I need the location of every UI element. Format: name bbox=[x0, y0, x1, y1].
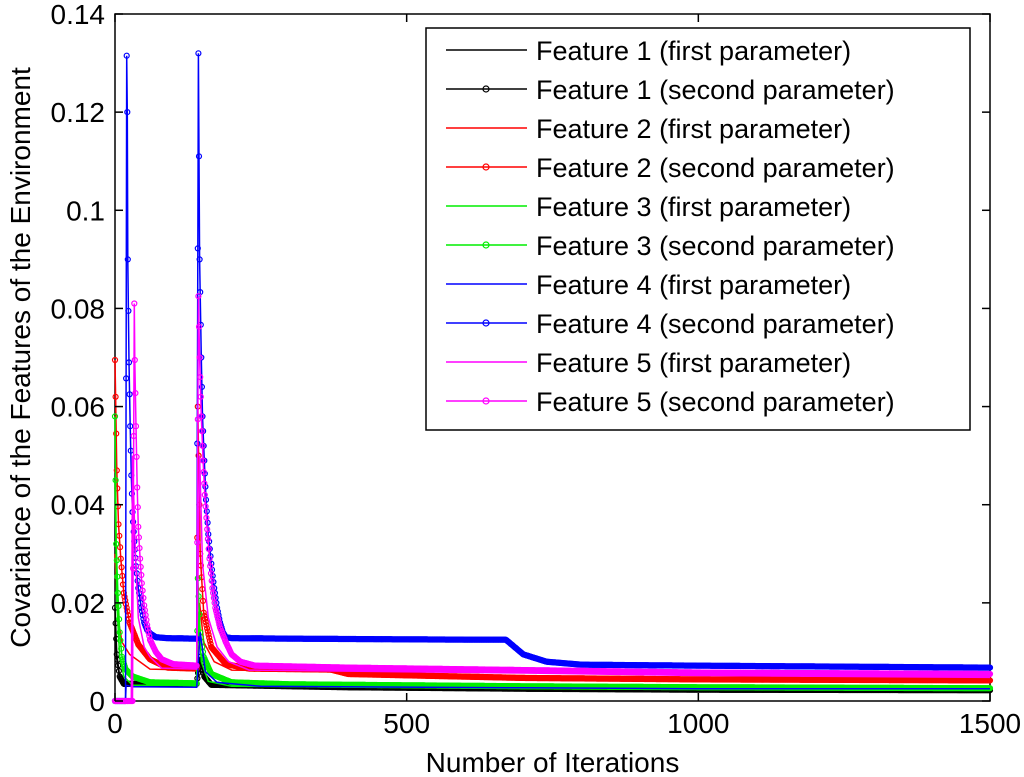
series-point bbox=[195, 153, 203, 160]
series-point bbox=[114, 573, 121, 580]
series-point bbox=[205, 631, 212, 638]
series-point bbox=[122, 375, 130, 382]
series-point bbox=[125, 307, 132, 314]
series-point bbox=[203, 622, 210, 629]
series-point bbox=[202, 483, 209, 490]
series-point bbox=[124, 608, 131, 615]
series-point bbox=[204, 628, 211, 635]
series-point bbox=[113, 557, 120, 564]
series-layer bbox=[111, 50, 994, 705]
series-point bbox=[117, 637, 124, 644]
series-point bbox=[123, 52, 130, 59]
series-point bbox=[986, 677, 994, 684]
series-point bbox=[114, 589, 122, 597]
series-point bbox=[199, 597, 207, 605]
series-point bbox=[204, 625, 211, 632]
series-point bbox=[206, 637, 213, 644]
series-point bbox=[116, 544, 124, 551]
series-point bbox=[196, 256, 203, 263]
series-point bbox=[113, 467, 120, 474]
series-point bbox=[194, 245, 201, 252]
series-point bbox=[123, 604, 130, 611]
series-point bbox=[126, 391, 133, 398]
series-point bbox=[125, 359, 133, 366]
series-point bbox=[118, 645, 125, 652]
series-point bbox=[198, 383, 205, 390]
series-point bbox=[127, 423, 134, 430]
series-point bbox=[124, 256, 131, 263]
series-point bbox=[202, 618, 209, 626]
series-point bbox=[115, 667, 123, 675]
series-point bbox=[124, 108, 131, 116]
series-point bbox=[112, 477, 119, 484]
series-point bbox=[115, 616, 123, 623]
series-point bbox=[112, 393, 119, 400]
series-point bbox=[113, 540, 120, 548]
series-point bbox=[111, 413, 119, 420]
series-point bbox=[116, 629, 123, 636]
series-point bbox=[111, 356, 119, 364]
series-point bbox=[195, 452, 202, 459]
series-point bbox=[113, 430, 120, 437]
series-point bbox=[201, 615, 209, 623]
series-point bbox=[206, 634, 213, 641]
series-point bbox=[121, 593, 128, 600]
series-point bbox=[118, 564, 125, 571]
series-point bbox=[195, 50, 202, 57]
